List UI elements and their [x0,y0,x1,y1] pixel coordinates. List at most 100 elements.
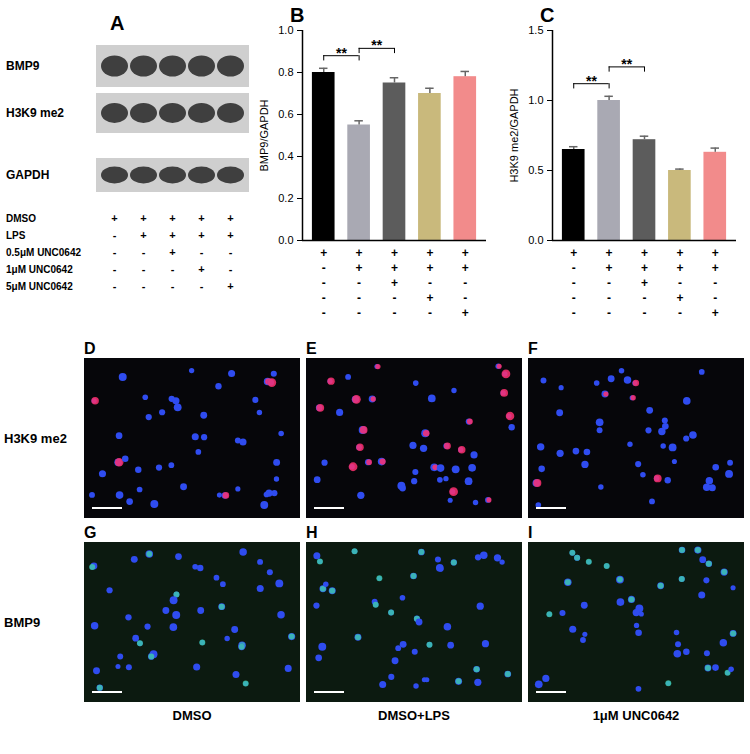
svg-text:-: - [607,306,611,320]
svg-text:+: + [426,291,433,305]
svg-text:+: + [426,246,433,260]
svg-text:+: + [227,280,233,292]
svg-text:+: + [676,246,683,260]
svg-text:1.0: 1.0 [528,94,543,106]
svg-text:-: - [357,306,361,320]
svg-text:+: + [169,229,175,241]
svg-text:GAPDH: GAPDH [6,168,49,182]
svg-text:0.8: 0.8 [278,66,293,78]
svg-text:+: + [641,276,648,290]
svg-text:-: - [572,291,576,305]
svg-text:-: - [229,263,233,275]
svg-text:**: ** [621,56,632,72]
svg-text:+: + [676,261,683,275]
svg-text:0.0: 0.0 [278,234,293,246]
svg-text:+: + [140,212,146,224]
svg-text:-: - [393,291,397,305]
svg-text:-: - [357,276,361,290]
svg-text:-: - [142,246,146,258]
svg-text:+: + [606,246,613,260]
svg-text:-: - [572,306,576,320]
svg-text:-: - [643,291,647,305]
svg-text:-: - [322,306,326,320]
svg-text:0.5μM UNC0642: 0.5μM UNC0642 [6,247,81,258]
svg-text:-: - [463,291,467,305]
svg-text:+: + [169,246,175,258]
svg-text:0.5: 0.5 [528,164,543,176]
svg-text:+: + [606,261,613,275]
svg-text:**: ** [371,37,382,53]
svg-text:-: - [607,291,611,305]
svg-text:0.4: 0.4 [278,150,293,162]
svg-text:-: - [322,276,326,290]
svg-text:-: - [572,276,576,290]
svg-text:+: + [391,246,398,260]
svg-text:-: - [322,291,326,305]
svg-text:0.0: 0.0 [528,234,543,246]
svg-text:-: - [463,276,467,290]
svg-text:-: - [713,276,717,290]
svg-text:-: - [113,263,117,275]
svg-text:+: + [391,261,398,275]
svg-text:-: - [643,306,647,320]
svg-text:-: - [200,280,204,292]
svg-text:+: + [169,212,175,224]
svg-text:+: + [111,212,117,224]
svg-text:+: + [198,229,204,241]
svg-text:-: - [428,306,432,320]
svg-text:-: - [142,263,146,275]
svg-text:-: - [113,229,117,241]
svg-text:-: - [678,276,682,290]
svg-text:1μM UNC0642: 1μM UNC0642 [6,264,73,275]
svg-text:A: A [110,12,124,34]
svg-text:+: + [227,212,233,224]
svg-text:H3K9 me2: H3K9 me2 [6,106,64,120]
svg-text:-: - [393,306,397,320]
svg-text:-: - [428,276,432,290]
svg-text:H3K9 me2/GAPDH: H3K9 me2/GAPDH [508,88,520,182]
svg-text:LPS: LPS [6,230,26,241]
svg-text:-: - [713,291,717,305]
svg-text:BMP9: BMP9 [6,59,40,73]
svg-text:-: - [113,280,117,292]
svg-text:+: + [641,261,648,275]
svg-text:1.0: 1.0 [278,24,293,36]
svg-text:-: - [357,291,361,305]
svg-text:-: - [607,276,611,290]
svg-text:+: + [198,263,204,275]
svg-text:-: - [200,246,204,258]
svg-text:-: - [171,263,175,275]
svg-text:-: - [229,246,233,258]
svg-text:+: + [712,306,719,320]
svg-text:0.2: 0.2 [278,192,293,204]
svg-text:+: + [641,246,648,260]
svg-text:DMSO: DMSO [6,213,36,224]
svg-text:0.6: 0.6 [278,108,293,120]
svg-text:+: + [570,246,577,260]
svg-text:+: + [462,246,469,260]
svg-text:+: + [356,261,363,275]
svg-text:+: + [391,276,398,290]
svg-text:+: + [356,246,363,260]
svg-text:-: - [113,246,117,258]
svg-text:+: + [227,229,233,241]
svg-text:**: ** [586,73,597,89]
svg-text:-: - [322,261,326,275]
svg-text:+: + [140,229,146,241]
svg-text:+: + [198,212,204,224]
svg-text:1.5: 1.5 [528,24,543,36]
svg-text:+: + [712,246,719,260]
svg-text:+: + [462,261,469,275]
svg-text:+: + [712,261,719,275]
svg-text:+: + [426,261,433,275]
svg-text:-: - [171,280,175,292]
svg-text:+: + [676,291,683,305]
svg-text:-: - [142,280,146,292]
svg-text:+: + [320,246,327,260]
svg-text:**: ** [336,45,347,61]
svg-text:-: - [678,306,682,320]
svg-text:-: - [572,261,576,275]
svg-text:+: + [462,306,469,320]
svg-text:BMP9/GAPDH: BMP9/GAPDH [258,99,270,171]
svg-text:5μM UNC0642: 5μM UNC0642 [6,281,73,292]
